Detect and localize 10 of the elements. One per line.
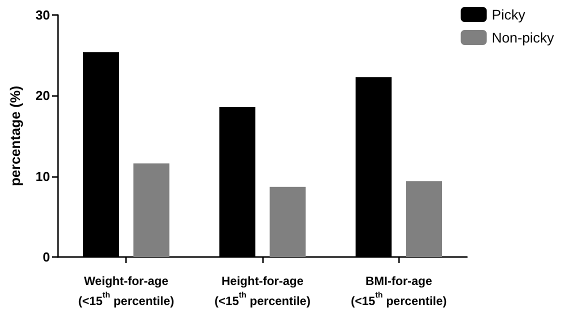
- y-axis-title: percentage (%): [7, 86, 23, 186]
- legend-label: Picky: [492, 6, 526, 22]
- y-tick-label: 0: [42, 250, 50, 264]
- y-tick-label: 20: [36, 88, 50, 104]
- legend-label: Non-picky: [492, 30, 554, 46]
- bar: [406, 181, 442, 257]
- y-tick-label: 10: [36, 168, 50, 184]
- bar: [270, 186, 306, 257]
- bar: [133, 163, 170, 257]
- y-tick-label: 30: [36, 8, 50, 22]
